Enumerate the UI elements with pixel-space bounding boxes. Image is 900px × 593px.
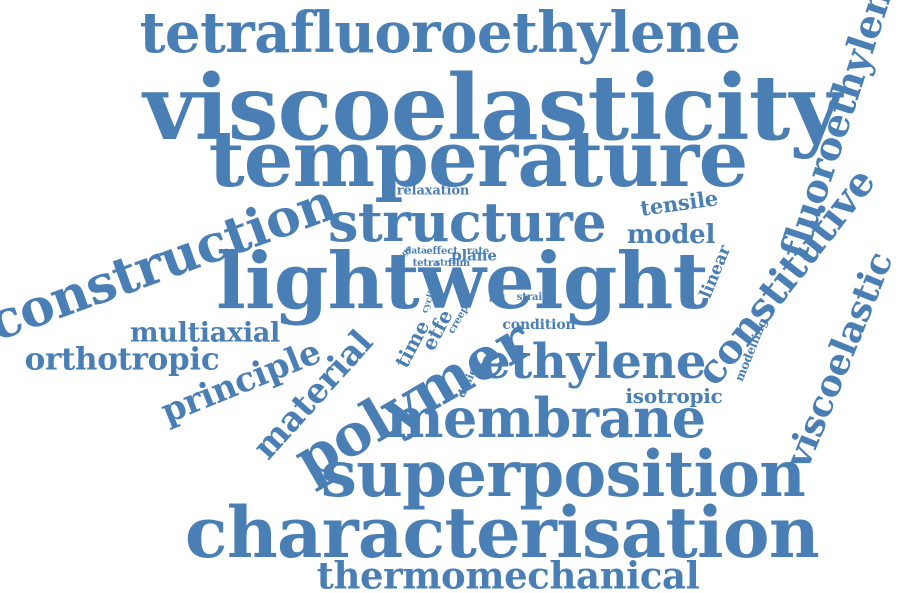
word-structure: structure — [327, 190, 607, 254]
word-strain: strain — [516, 292, 550, 303]
word-isotropic: isotropic — [625, 384, 723, 408]
word-condition: condition — [502, 317, 576, 333]
word-tetra: tetra — [412, 258, 440, 269]
word-temperature: temperature — [208, 114, 749, 205]
word-thermomechanical: thermomechanical — [316, 553, 700, 593]
word-relaxation: relaxation — [396, 183, 470, 199]
word-effect: effect — [426, 246, 458, 257]
word-str: str — [435, 258, 449, 269]
word-superposition: superposition — [320, 437, 806, 512]
word-model: model — [626, 220, 716, 250]
word-multiaxial: multiaxial — [129, 317, 281, 349]
word-plane: plane — [451, 246, 497, 265]
word-orthotropic: orthotropic — [24, 341, 220, 378]
word-ethylene: ethylene — [480, 334, 706, 390]
word-film: film — [447, 258, 471, 269]
word-foil: foil — [488, 294, 506, 305]
word-tetrafluoroethylene: tetrafluoroethylene — [139, 0, 741, 66]
word-viscoelasticity: viscoelasticity — [143, 55, 841, 161]
word-data: data — [405, 246, 427, 257]
word-lightweight: lightweight — [216, 236, 708, 327]
word-membrane: membrane — [386, 386, 706, 450]
word-characterisation: characterisation — [184, 491, 820, 574]
word-rate: rate — [466, 246, 490, 257]
